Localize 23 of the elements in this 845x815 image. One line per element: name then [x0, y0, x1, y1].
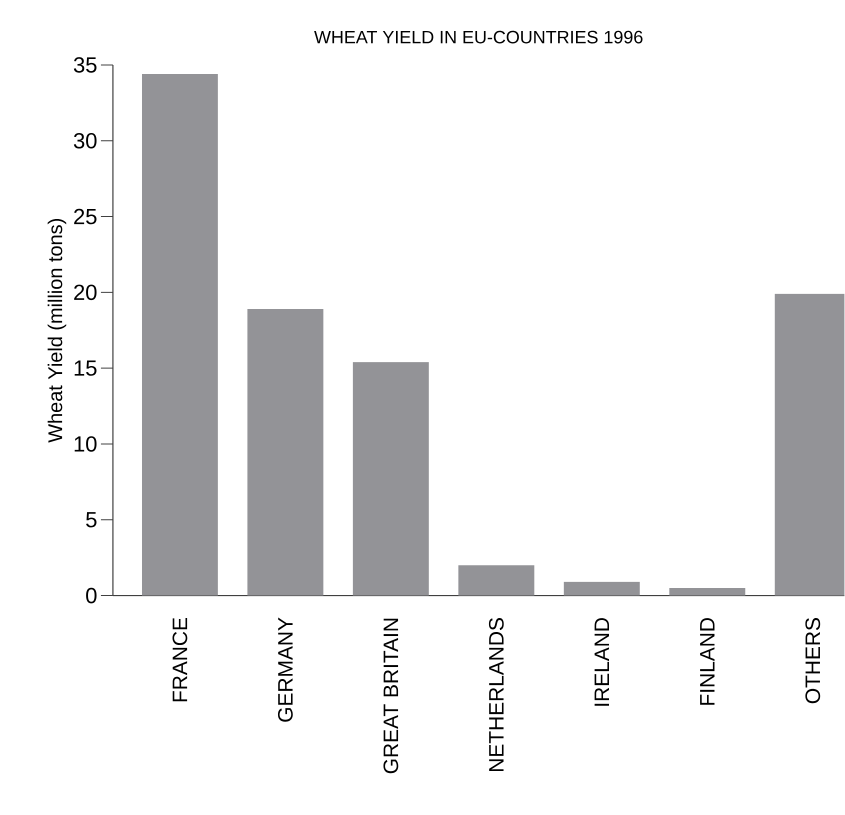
x-tick-label: GREAT BRITAIN	[383, 618, 398, 774]
x-tick-label: FINLAND	[700, 618, 714, 705]
bar	[247, 308, 324, 596]
bar	[564, 582, 640, 596]
y-tick-label: 35	[74, 56, 96, 72]
x-tick-label: NETHERLANDS	[488, 618, 504, 771]
x-tick-label: OTHERS	[805, 618, 820, 703]
y-tick-label: 30	[74, 132, 97, 148]
bar	[142, 74, 218, 596]
y-tick-label: 20	[74, 284, 97, 300]
y-tick-label: 5	[86, 512, 96, 528]
x-tick-label: IRELAND	[594, 618, 610, 706]
chart-title: WHEAT YIELD IN EU-COUNTRIES 1996	[314, 30, 642, 44]
y-axis-title: Wheat Yield (million tons)	[48, 218, 66, 442]
bar	[669, 588, 746, 596]
bar	[352, 362, 429, 596]
y-tick-label: 10	[74, 436, 97, 452]
y-tick-label: 25	[74, 208, 96, 224]
x-tick-label: GERMANY	[278, 617, 293, 722]
y-tick-label: 15	[74, 360, 96, 376]
bar	[458, 565, 534, 596]
y-tick-label: 0	[86, 588, 97, 604]
x-tick-label: FRANCE	[172, 618, 188, 702]
